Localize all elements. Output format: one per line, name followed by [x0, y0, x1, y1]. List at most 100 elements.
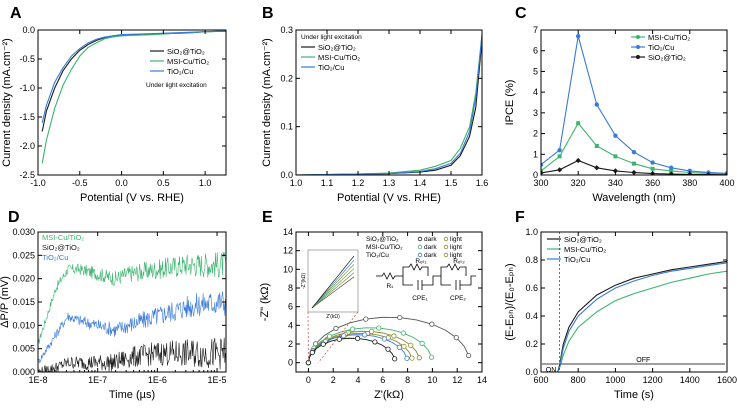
y-tick-label: 0.3	[280, 25, 293, 35]
series-line	[307, 327, 433, 363]
series-line	[41, 30, 226, 164]
plot-area	[541, 34, 727, 175]
circuit-rct1-label: Rₑₜ₁	[415, 258, 427, 265]
y-tick-label: 4	[533, 87, 538, 97]
plot-area	[541, 260, 727, 372]
circuit-cpe1-label: CPE₁	[412, 295, 428, 302]
data-point	[396, 344, 402, 350]
legend-label: MSI-Cu/TiO₂	[42, 233, 84, 242]
y-tick-label: 14	[283, 227, 293, 237]
legend-marker	[417, 236, 423, 242]
panel-letter: D	[8, 209, 20, 226]
data-point	[341, 333, 347, 339]
data-point	[541, 170, 544, 175]
y-tick-label: 0.0	[525, 367, 538, 377]
x-tick-label: 340	[608, 178, 623, 188]
y-tick-label: 0.0	[22, 25, 35, 35]
data-point	[669, 165, 674, 170]
panel-e: E 0 2 4 6 8 10 12 14 0 2 4 6 8 10 12 14 Z'(kΩ) -Z" (kΩ) Z'(…	[259, 209, 487, 401]
x-axis-label: Time (s)	[614, 389, 654, 401]
data-point	[385, 346, 391, 352]
legend-light-label: light	[450, 252, 462, 259]
data-point	[429, 321, 435, 327]
y-axis-label: -Z" (kΩ)	[259, 283, 271, 321]
x-tick-label: 0.5	[157, 178, 170, 188]
panel-letter: E	[262, 209, 273, 226]
y-tick-label: 2	[288, 339, 293, 349]
legend-label: TiO₂/Cu	[366, 252, 389, 259]
legend-label: SiO₂@TiO₂	[318, 43, 356, 52]
rc-element-2	[440, 263, 476, 290]
y-tick-label: 0.4	[525, 311, 538, 321]
data-point	[557, 167, 563, 173]
rc-element-1	[402, 263, 441, 290]
data-point	[612, 168, 618, 174]
legend-label: TiO₂/Cu	[167, 67, 193, 76]
legend-dark-label: dark	[424, 244, 437, 251]
plot-area	[41, 30, 226, 164]
data-point	[576, 34, 581, 39]
x-tick-label: 1600	[717, 375, 737, 385]
data-point	[687, 168, 692, 174]
series-line	[296, 34, 482, 175]
inset-y-label: -Z"(kΩ)	[301, 273, 307, 289]
data-point	[363, 316, 369, 322]
plot-frame	[540, 231, 728, 373]
y-tick-label: 0	[288, 358, 293, 368]
data-point	[381, 336, 387, 342]
data-point	[613, 133, 618, 138]
series-line	[307, 316, 470, 363]
on-label: ON	[546, 367, 557, 374]
x-tick-label: 400	[719, 178, 734, 188]
x-tick-label: 4	[355, 375, 360, 385]
x-tick-label: 1E-6	[148, 375, 167, 385]
legend-light-label: light	[450, 236, 462, 243]
inset-series-line	[311, 268, 355, 309]
data-point	[668, 171, 674, 175]
x-tick-label: 1.4	[414, 178, 427, 188]
y-tick-label: 2	[533, 129, 538, 139]
legend-marker	[443, 244, 449, 250]
series-line	[38, 291, 226, 366]
x-tick-label: 360	[645, 178, 660, 188]
x-axis-label: Wavelength (nm)	[592, 192, 675, 204]
series-line	[307, 337, 396, 363]
panel-letter: F	[515, 209, 525, 226]
series-line	[541, 262, 727, 372]
data-point	[404, 355, 410, 361]
off-label: OFF	[636, 357, 650, 364]
series-line	[38, 337, 226, 372]
y-tick-label: 7	[533, 25, 538, 35]
x-tick-label: 1E-5	[208, 375, 227, 385]
panel-letter: B	[262, 5, 274, 22]
y-tick-label: -1.5	[19, 112, 35, 122]
data-point	[594, 102, 599, 107]
y-tick-label: 0.2	[280, 73, 293, 83]
y-tick-label: 12	[283, 246, 293, 256]
data-point	[349, 326, 356, 332]
y-axis-label: ΔP/P (mV)	[0, 276, 11, 328]
y-tick-label: -2.5	[19, 170, 35, 180]
data-point	[650, 160, 655, 165]
x-tick-label: 1E-7	[88, 375, 107, 385]
annotation-note: Under light excitation	[146, 82, 207, 89]
data-point	[355, 335, 361, 341]
y-tick-label: 0.005	[12, 344, 35, 354]
y-tick-label: 0.0	[280, 170, 293, 180]
x-tick-label: 1.1	[321, 178, 334, 188]
data-point	[594, 165, 600, 171]
x-tick-label: 1.3	[383, 178, 396, 188]
legend-marker	[636, 55, 640, 59]
y-tick-label: 0.025	[12, 250, 35, 260]
panel-c: C 300 320 340 360 380 400 0 1 2 3 4 5 6 7 Wavelength (n…	[504, 5, 735, 204]
y-tick-label: 6	[288, 302, 293, 312]
panel-f: F 600 800 1000 1200 1400 1600 0.0 0.2 0.4 0.6 0.8 1.…	[504, 209, 737, 401]
inset-series-line	[311, 276, 355, 309]
legend-label: SiO₂@TiO₂	[648, 53, 686, 62]
x-tick-label: 380	[682, 178, 697, 188]
y-tick-label: 0.000	[12, 367, 35, 377]
data-point	[408, 342, 414, 348]
x-tick-label: 1.5	[445, 178, 458, 188]
x-tick-label: 14	[477, 375, 487, 385]
legend-label: TiO₂/Cu	[42, 253, 68, 262]
